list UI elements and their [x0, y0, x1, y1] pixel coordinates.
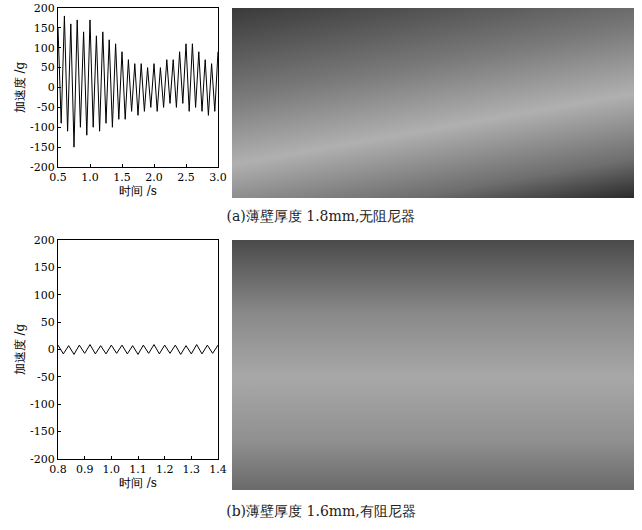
svg-text:-50: -50 [37, 101, 55, 114]
svg-text:-200: -200 [30, 161, 55, 174]
svg-text:加速度 /g: 加速度 /g [13, 323, 27, 375]
svg-text:-200: -200 [30, 453, 55, 466]
svg-text:200: 200 [34, 2, 55, 15]
svg-text:-150: -150 [30, 425, 55, 438]
svg-text:2.0: 2.0 [145, 171, 163, 184]
svg-text:3.0: 3.0 [209, 171, 227, 184]
svg-text:100: 100 [34, 289, 55, 302]
svg-text:-50: -50 [37, 371, 55, 384]
svg-text:50: 50 [41, 61, 55, 74]
svg-text:1.0: 1.0 [103, 463, 121, 476]
svg-text:0.8: 0.8 [49, 463, 67, 476]
svg-text:时间 /s: 时间 /s [119, 476, 157, 490]
svg-text:1.3: 1.3 [183, 463, 201, 476]
svg-text:1.4: 1.4 [209, 463, 227, 476]
svg-text:1.1: 1.1 [129, 463, 147, 476]
svg-text:2.5: 2.5 [177, 171, 195, 184]
svg-text:150: 150 [34, 22, 55, 35]
svg-text:0.5: 0.5 [49, 171, 67, 184]
svg-text:-100: -100 [30, 398, 55, 411]
svg-text:150: 150 [34, 261, 55, 274]
svg-text:0.9: 0.9 [76, 463, 94, 476]
svg-text:50: 50 [41, 316, 55, 329]
svg-text:1.0: 1.0 [81, 171, 99, 184]
svg-text:-150: -150 [30, 141, 55, 154]
svg-text:0: 0 [48, 81, 55, 94]
svg-text:-100: -100 [30, 121, 55, 134]
svg-text:0: 0 [48, 343, 55, 356]
svg-text:1.2: 1.2 [156, 463, 174, 476]
html-text:(a)薄壁厚度 1.8mm,无阻尼器: (a)薄壁厚度 1.8mm,无阻尼器 [226, 208, 416, 224]
html-text:(b)薄壁厚度 1.6mm,有阻尼器: (b)薄壁厚度 1.6mm,有阻尼器 [226, 503, 416, 519]
svg-text:200: 200 [34, 234, 55, 247]
svg-text:1.5: 1.5 [113, 171, 131, 184]
svg-text:100: 100 [34, 42, 55, 55]
svg-text:加速度 /g: 加速度 /g [13, 61, 27, 113]
svg-text:时间 /s: 时间 /s [119, 184, 157, 198]
